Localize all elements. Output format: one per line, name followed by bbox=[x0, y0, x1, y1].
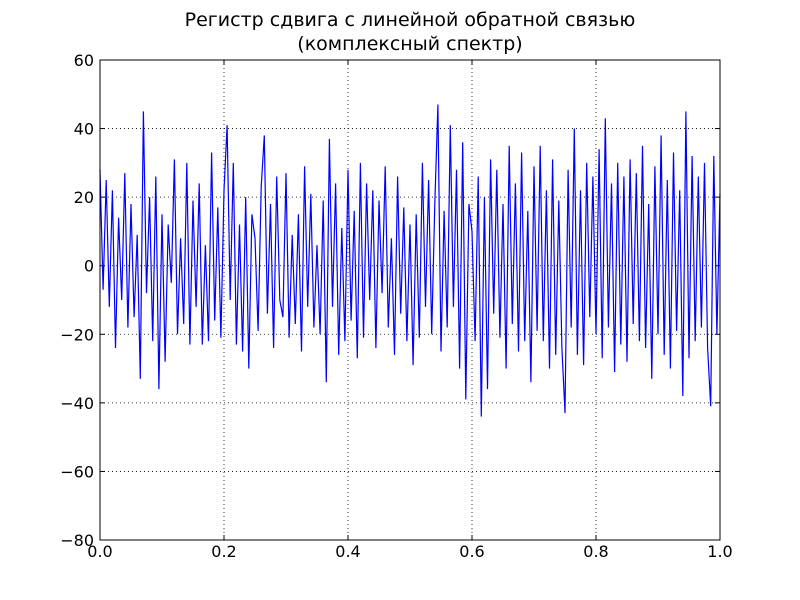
y-tick-label: −80 bbox=[60, 531, 94, 550]
y-tick-label: −20 bbox=[60, 325, 94, 344]
x-tick-label: 1.0 bbox=[707, 542, 732, 561]
x-tick-label: 0.8 bbox=[583, 542, 608, 561]
y-tick-label: 0 bbox=[84, 257, 94, 276]
y-tick-label: 20 bbox=[74, 188, 94, 207]
data-line bbox=[99, 104, 721, 417]
x-tick-label: 0.0 bbox=[87, 542, 112, 561]
chart-title: Регистр сдвига с линейной обратной связь… bbox=[185, 9, 636, 31]
x-tick-label: 0.4 bbox=[335, 542, 360, 561]
x-tick-label: 0.2 bbox=[211, 542, 236, 561]
y-tick-label: 40 bbox=[74, 120, 94, 139]
y-tick-label: 60 bbox=[74, 51, 94, 70]
chart-subtitle: (комплексный спектр) bbox=[297, 33, 522, 55]
x-tick-label: 0.6 bbox=[459, 542, 484, 561]
y-tick-label: −60 bbox=[60, 462, 94, 481]
plot-frame bbox=[99, 59, 721, 541]
y-tick-label: −40 bbox=[60, 394, 94, 413]
